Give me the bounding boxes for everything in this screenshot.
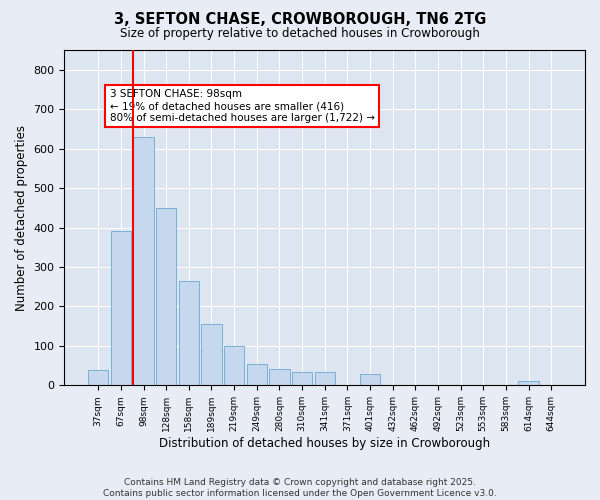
- Bar: [156, 208, 176, 386]
- Bar: [133, 137, 154, 386]
- Text: 3, SEFTON CHASE, CROWBOROUGH, TN6 2TG: 3, SEFTON CHASE, CROWBOROUGH, TN6 2TG: [114, 12, 486, 28]
- Bar: [224, 346, 244, 386]
- Bar: [360, 374, 380, 386]
- Bar: [179, 281, 199, 386]
- Y-axis label: Number of detached properties: Number of detached properties: [15, 124, 28, 310]
- Bar: [292, 372, 312, 386]
- Text: Size of property relative to detached houses in Crowborough: Size of property relative to detached ho…: [120, 28, 480, 40]
- Bar: [111, 232, 131, 386]
- Text: Contains HM Land Registry data © Crown copyright and database right 2025.
Contai: Contains HM Land Registry data © Crown c…: [103, 478, 497, 498]
- Bar: [518, 380, 539, 386]
- Text: 3 SEFTON CHASE: 98sqm
← 19% of detached houses are smaller (416)
80% of semi-det: 3 SEFTON CHASE: 98sqm ← 19% of detached …: [110, 90, 374, 122]
- Bar: [269, 369, 290, 386]
- Bar: [247, 364, 267, 386]
- X-axis label: Distribution of detached houses by size in Crowborough: Distribution of detached houses by size …: [159, 437, 490, 450]
- Bar: [88, 370, 109, 386]
- Bar: [201, 324, 221, 386]
- Bar: [314, 372, 335, 386]
